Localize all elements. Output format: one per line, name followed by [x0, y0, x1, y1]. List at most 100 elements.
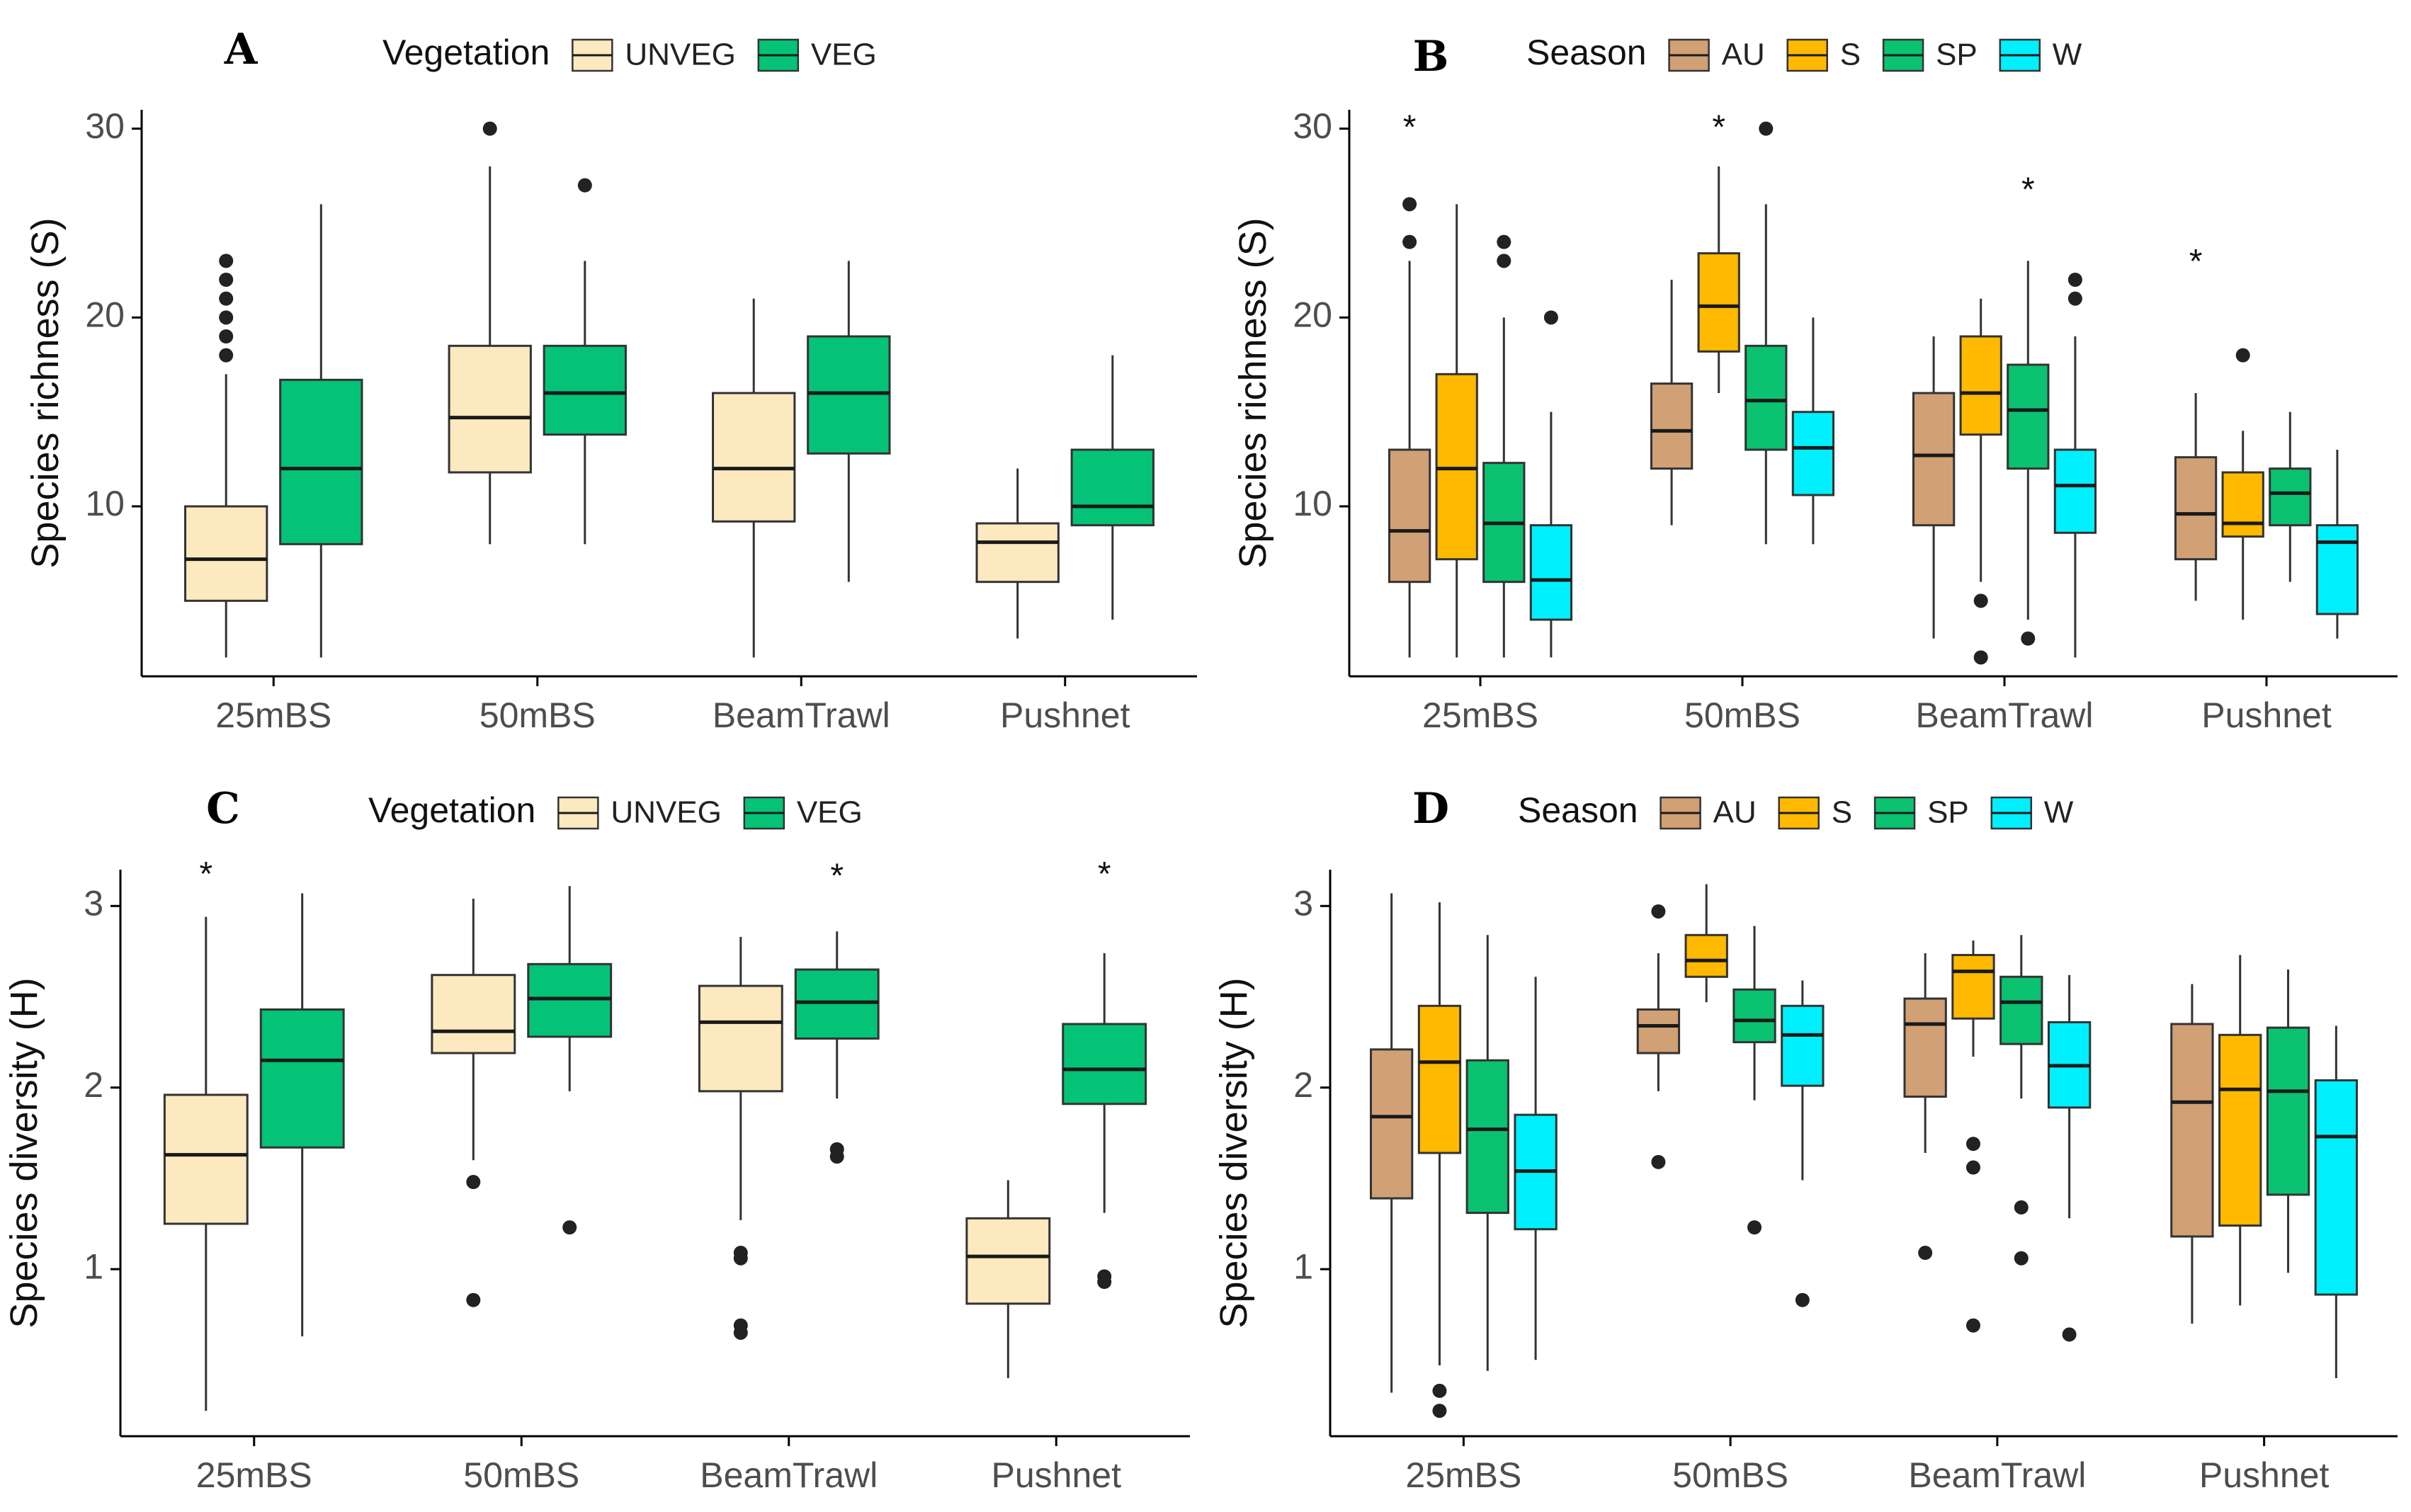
iqr-box: [2218, 1033, 2262, 1227]
legend-label: S: [1832, 795, 1852, 830]
x-tick-label: 25mBS: [196, 1455, 312, 1495]
iqr-box: [698, 984, 783, 1093]
x-tick-label: Pushnet: [2201, 695, 2332, 735]
significance-marker: *: [1098, 856, 1111, 893]
legend-label: W: [2053, 38, 2082, 72]
x-tick-label: 50mBS: [1672, 1455, 1788, 1495]
box-25mbs-sp: [1482, 234, 1526, 658]
x-tick-label: 50mBS: [1684, 695, 1800, 735]
y-tick-label: 30: [1293, 106, 1332, 146]
legend-key-sp: [1882, 38, 1924, 72]
box-50mbs-veg: [527, 886, 613, 1235]
outlier-point: [219, 273, 234, 287]
iqr-box: [448, 344, 532, 474]
iqr-box: [2269, 467, 2312, 527]
box-25mbs-au: [1388, 197, 1431, 658]
box-beamtrawl-w: [2053, 273, 2097, 658]
outlier-point: [2235, 348, 2250, 363]
box-beamtrawl-unveg: [712, 298, 796, 658]
legend-key-au: [1660, 796, 1701, 830]
y-tick-label: 2: [84, 1065, 103, 1105]
legend-key-sp: [1873, 796, 1916, 830]
outlier-point: [2062, 1327, 2077, 1342]
iqr-box: [1636, 1008, 1681, 1055]
iqr-box: [2221, 471, 2264, 538]
panel-C: C Vegetation UNVEG VEG 1 2 3 25mBS 50mBS BeamTraw…: [3, 784, 1190, 1495]
y-tick-label: 20: [1293, 295, 1332, 335]
iqr-box: [2314, 1079, 2359, 1296]
outlier-point: [577, 178, 592, 193]
legend: Season AU S SP W: [1526, 33, 2082, 72]
x-tick-label: BeamTrawl: [713, 695, 890, 735]
box-beamtrawl-s: [1959, 298, 2002, 665]
iqr-box: [1684, 933, 1728, 978]
box-beamtrawl-sp: [2007, 261, 2050, 646]
box-50mbs-w: [1791, 317, 1835, 545]
iqr-box: [807, 335, 891, 455]
legend-label: SP: [1936, 38, 1978, 72]
outlier-point: [219, 329, 234, 343]
y-axis-title: Species diversity (H): [1213, 977, 1255, 1328]
iqr-box: [2053, 448, 2097, 534]
box-25mbs-au: [1369, 893, 1414, 1393]
box-pushnet-unveg: [965, 1180, 1051, 1378]
y-tick-label: 1: [1293, 1246, 1313, 1286]
outlier-point: [1402, 234, 1417, 249]
box-50mbs-unveg: [448, 121, 532, 545]
outlier-point: [1497, 234, 1511, 249]
iqr-box: [2170, 1023, 2214, 1238]
iqr-box: [1388, 448, 1431, 584]
box-50mbs-s: [1697, 166, 1740, 393]
y-tick-label: 20: [85, 295, 125, 335]
iqr-box: [1959, 335, 2002, 436]
box-50mbs-unveg: [431, 899, 516, 1307]
box-pushnet-au: [2174, 393, 2218, 601]
iqr-box: [1781, 1004, 1825, 1087]
box-25mbs-unveg: [163, 916, 249, 1411]
x-tick-label: 25mBS: [1405, 1455, 1521, 1495]
y-tick-label: 30: [85, 106, 125, 146]
significance-marker: *: [2021, 171, 2035, 209]
iqr-box: [965, 1217, 1051, 1305]
y-tick-label: 10: [85, 484, 125, 523]
iqr-box: [431, 974, 516, 1055]
outlier-point: [1497, 254, 1511, 268]
panel-A: A Vegetation UNVEG VEG 10 20 30 25mBS 50mBS BeamT…: [24, 25, 1197, 735]
x-tick-label: Pushnet: [992, 1455, 1122, 1495]
box-beamtrawl-w: [2047, 974, 2092, 1342]
box-25mbs-s: [1417, 902, 1462, 1419]
x-tick-label: Pushnet: [1000, 695, 1130, 735]
iqr-box: [1369, 1048, 1414, 1200]
iqr-box: [1903, 997, 1947, 1098]
outlier-point: [1795, 1292, 1810, 1307]
outlier-point: [1651, 904, 1666, 919]
iqr-box: [2266, 1026, 2310, 1196]
legend-key-s: [1778, 796, 1820, 830]
panel-letter: D: [1412, 784, 1449, 834]
box-beamtrawl-veg: [807, 261, 891, 582]
outlier-point: [1965, 1137, 1980, 1152]
box-50mbs-sp: [1745, 121, 1788, 545]
iqr-box: [1791, 411, 1835, 496]
legend: Vegetation UNVEG VEG: [382, 33, 877, 72]
iqr-box: [1732, 988, 1776, 1044]
outlier-point: [2067, 273, 2082, 287]
y-tick-label: 2: [1293, 1065, 1313, 1105]
outlier-point: [1918, 1246, 1933, 1261]
outlier-point: [1543, 310, 1558, 325]
iqr-box: [1070, 448, 1155, 527]
panel-D: D Season AU S SP W 1 2 3 25mBS 50mBS BeamTrawl Pushn…: [1213, 784, 2398, 1495]
y-tick-label: 1: [84, 1246, 103, 1286]
outlier-point: [733, 1251, 748, 1266]
legend-title: Season: [1518, 790, 1638, 830]
box-50mbs-sp: [1732, 926, 1776, 1235]
legend-label: S: [1840, 38, 1861, 72]
significance-marker: *: [830, 858, 844, 895]
outlier-point: [1651, 1154, 1666, 1169]
iqr-box: [2174, 456, 2218, 561]
outlier-point: [1432, 1383, 1447, 1398]
legend-label: VEG: [797, 795, 863, 830]
legend-label: UNVEG: [625, 38, 735, 72]
panel-B: B Season AU S SP W 10 20 30 25mBS 50mBS BeamTrawl Pu…: [1232, 32, 2398, 735]
